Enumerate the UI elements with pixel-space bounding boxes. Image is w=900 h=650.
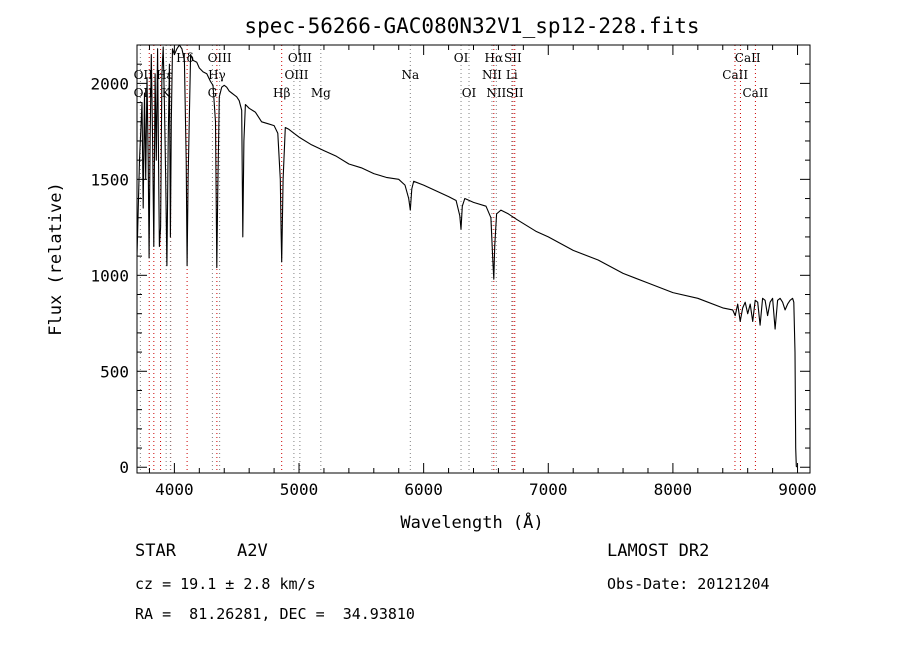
- line-label-7: OII: [134, 68, 154, 82]
- line-label-0: Hδ: [176, 51, 194, 65]
- x-tick-label-6000: 6000: [404, 480, 443, 499]
- line-label-6: CaII: [735, 51, 761, 65]
- line-label-4: Hα: [485, 51, 504, 65]
- axis-ticks: 4000 5000 6000 7000 8000 9000 0 500 1000 1500 2000: [90, 45, 817, 499]
- x-tick-label-9000: 9000: [778, 480, 817, 499]
- y-tick-label-1500: 1500: [90, 170, 129, 189]
- y-tick-label-1000: 1000: [90, 266, 129, 285]
- line-label-8: Hε: [156, 68, 173, 82]
- series-layer: [136, 44, 798, 468]
- obs-date: Obs-Date: 20121204: [607, 575, 770, 593]
- x-tick-label-5000: 5000: [280, 480, 319, 499]
- line-label-16: K: [162, 86, 172, 100]
- chart-title: spec-56266-GAC080N32V1_sp12-228.fits: [244, 14, 699, 38]
- line-label-5: SII: [504, 51, 522, 65]
- line-label-2: OIII: [288, 51, 312, 65]
- redshift-readout: cz = 19.1 ± 2.8 km/s: [135, 575, 316, 593]
- coordinates: RA = 81.26281, DEC = 34.93810: [135, 605, 415, 623]
- y-tick-label-500: 500: [100, 362, 129, 381]
- y-tick-label-2000: 2000: [90, 74, 129, 93]
- line-label-13: Li: [506, 68, 518, 82]
- line-label-22: SII: [506, 86, 524, 100]
- line-label-10: OIII: [284, 68, 308, 82]
- line-label-14: CaII: [722, 68, 748, 82]
- line-label-18: Hβ: [273, 86, 290, 100]
- line-label-1: OIII: [208, 51, 232, 65]
- survey-name: LAMOST DR2: [607, 541, 710, 561]
- line-marker-layer: [139, 45, 756, 473]
- line-label-15: OII: [134, 86, 154, 100]
- y-axis-label: Flux (relative): [46, 182, 66, 336]
- line-label-17: G: [208, 86, 218, 100]
- object-subclass: A2V: [237, 541, 268, 561]
- y-tick-label-0: 0: [119, 458, 129, 477]
- plot-frame: [136, 44, 811, 474]
- x-axis-label: Wavelength (Å): [400, 511, 543, 533]
- object-class: STAR: [135, 541, 176, 561]
- series-line-0: [136, 44, 798, 468]
- line-label-11: Na: [401, 68, 419, 82]
- line-label-9: Hγ: [208, 68, 226, 82]
- line-label-20: OI: [462, 86, 477, 100]
- line-label-12: NII: [482, 68, 502, 82]
- x-tick-label-4000: 4000: [155, 480, 194, 499]
- line-label-3: OI: [454, 51, 469, 65]
- line-label-19: Mg: [311, 86, 331, 100]
- x-tick-label-8000: 8000: [654, 480, 693, 499]
- line-label-21: NII: [486, 86, 506, 100]
- line-label-23: CaII: [742, 86, 768, 100]
- x-tick-label-7000: 7000: [529, 480, 568, 499]
